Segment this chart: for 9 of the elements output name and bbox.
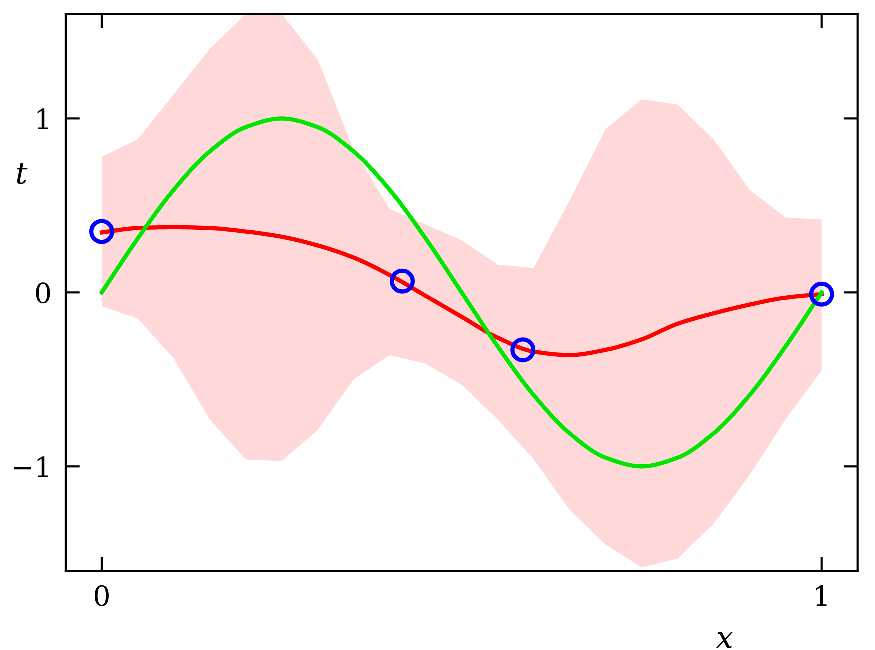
point <box>510 338 536 363</box>
point <box>809 282 834 307</box>
x-axis-title: x <box>716 632 733 648</box>
y-axis-title: t <box>17 163 28 184</box>
point <box>390 268 416 294</box>
y-tick-label: 1 <box>38 108 48 130</box>
y-tick-label: 0 <box>36 282 50 304</box>
point <box>89 219 114 244</box>
y-tick-label: −1 <box>14 456 48 478</box>
